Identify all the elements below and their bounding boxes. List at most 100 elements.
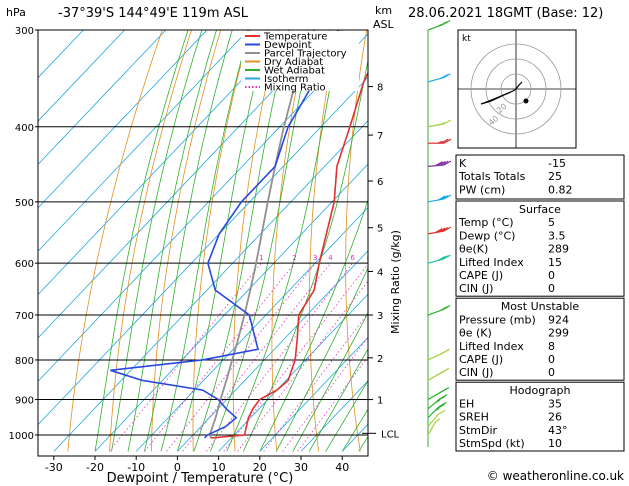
mixing-ratio-label: 15 [402, 254, 411, 262]
pressure-tick-label: 300 [15, 26, 34, 37]
table-row-value: 15 [548, 256, 562, 269]
isotherm-line [177, 250, 368, 452]
table-row-label: θe(K) [459, 243, 488, 256]
dry-adiabat-line [600, 19, 629, 452]
wind-barb-flag [440, 255, 448, 261]
hpa-label: hPa [6, 6, 26, 19]
wet-adiabat-line [226, 30, 342, 452]
storm-motion-marker [523, 98, 529, 104]
wind-barb-flag [437, 227, 446, 233]
km-tick-label: 3 [377, 311, 383, 322]
wind-barb-flag [443, 119, 452, 125]
index-tables: K -15 Totals Totals 25 PW (cm) 0.82 Surface Tem… [455, 154, 625, 452]
wind-barb-half [435, 399, 441, 403]
temp-tick-label: 0 [174, 461, 181, 474]
table-row-label: CIN (J) [459, 366, 493, 379]
isotherm-line [53, 120, 368, 452]
wet-adiabat-line [259, 198, 368, 452]
hodograph-ring [500, 73, 532, 105]
wet-adiabat-line [325, 379, 368, 452]
legend-label: Wet Adiabat [264, 66, 325, 77]
temp-tick-label: 20 [253, 461, 267, 474]
table-row-label: StmDir [459, 424, 498, 437]
table-row-value: 289 [548, 243, 569, 256]
wet-adiabat-line [160, 30, 250, 452]
dewpoint-line [110, 30, 340, 439]
table-row-label: CIN (J) [459, 282, 493, 295]
table-row-label: Lifted Index [459, 340, 524, 353]
table-row-value: 924 [548, 313, 569, 326]
wind-barb-half [439, 351, 445, 355]
wind-barb-flag [435, 161, 443, 167]
legend-background [241, 31, 359, 91]
wet-adiabat-line [292, 312, 368, 452]
table-row-label: Totals Totals [458, 170, 526, 183]
wet-adiabat-line [242, 58, 368, 452]
pressure-tick-label: 400 [15, 123, 34, 134]
wind-barb-flag [443, 194, 452, 200]
table-row-label: SREH [459, 411, 489, 424]
km-tick-label: 7 [377, 131, 383, 142]
wind-barb-half [439, 371, 444, 375]
table-row-label: θe (K) [459, 327, 492, 340]
pressure-tick-label: 700 [15, 311, 34, 322]
wind-barb-flag [440, 227, 449, 233]
location-title: -37°39'S 144°49'E 119m ASL [58, 6, 249, 21]
mixing-ratio-line [166, 262, 316, 452]
wet-adiabat-line [275, 266, 368, 452]
table-row-value: 8 [548, 340, 555, 353]
table-row-value: 0 [548, 353, 555, 366]
wet-adiabat-line [193, 30, 290, 452]
km-tick-label: 6 [377, 177, 383, 188]
pressure-tick-label: 600 [15, 259, 34, 270]
wet-adiabat-line [111, 30, 203, 452]
wind-barb-flag [437, 395, 446, 401]
isotherm-line [38, 30, 126, 122]
temperature-line [210, 70, 368, 439]
table-row-value: 3.5 [548, 229, 566, 242]
dry-adiabat-line [415, 19, 444, 452]
hodograph-ring [485, 58, 547, 120]
wind-barb-flag [440, 160, 449, 166]
isotherm-line [38, 30, 290, 296]
table-row-value: 5 [548, 216, 555, 229]
isotherm-line [135, 206, 368, 452]
mixing-ratio-line [182, 262, 331, 452]
table-row-value: 26 [548, 411, 562, 424]
table-row-value: 0 [548, 269, 555, 282]
isotherm-line [38, 30, 84, 79]
mixing-ratio-label: 20 [420, 254, 429, 262]
table-row-label: PW (cm) [459, 183, 505, 196]
mixing-ratio-label: 4 [328, 254, 333, 262]
table-row-label: EH [459, 397, 474, 410]
hodograph-trace [480, 81, 523, 105]
wind-barb-flag [443, 138, 452, 144]
wind-barb-flag [434, 228, 443, 234]
wind-barb-half [437, 23, 442, 28]
mixing-ratio-line [282, 336, 368, 452]
table-row-label: Dewp (°C) [459, 229, 515, 242]
mixing-ratio-line [108, 262, 262, 452]
temp-tick-label: -10 [127, 461, 145, 474]
wind-barb-flag [443, 254, 451, 260]
dry-adiabat-line [271, 30, 309, 452]
surface-box-title: Surface [519, 203, 561, 216]
table-row-label: CAPE (J) [459, 353, 503, 366]
temp-tick-label: 30 [294, 461, 308, 474]
temp-tick-label: -20 [86, 461, 104, 474]
footer-credit: © weatheronline.co.uk [487, 469, 624, 483]
km-tick-label: 8 [377, 83, 383, 94]
wind-barb-half [434, 407, 440, 412]
table-row-value: 10 [548, 437, 562, 450]
legend-label: Parcel Trajectory [264, 49, 347, 60]
isotherm-line [38, 30, 167, 166]
wet-adiabat-line [144, 30, 233, 452]
mixing-ratio-line [297, 356, 368, 452]
pressure-tick-label: 800 [15, 356, 34, 367]
pressure-tick-label: 500 [15, 198, 34, 209]
table-row-value: 43° [548, 424, 568, 437]
wind-barb [427, 413, 439, 427]
legend-label: Dry Adiabat [264, 57, 323, 68]
